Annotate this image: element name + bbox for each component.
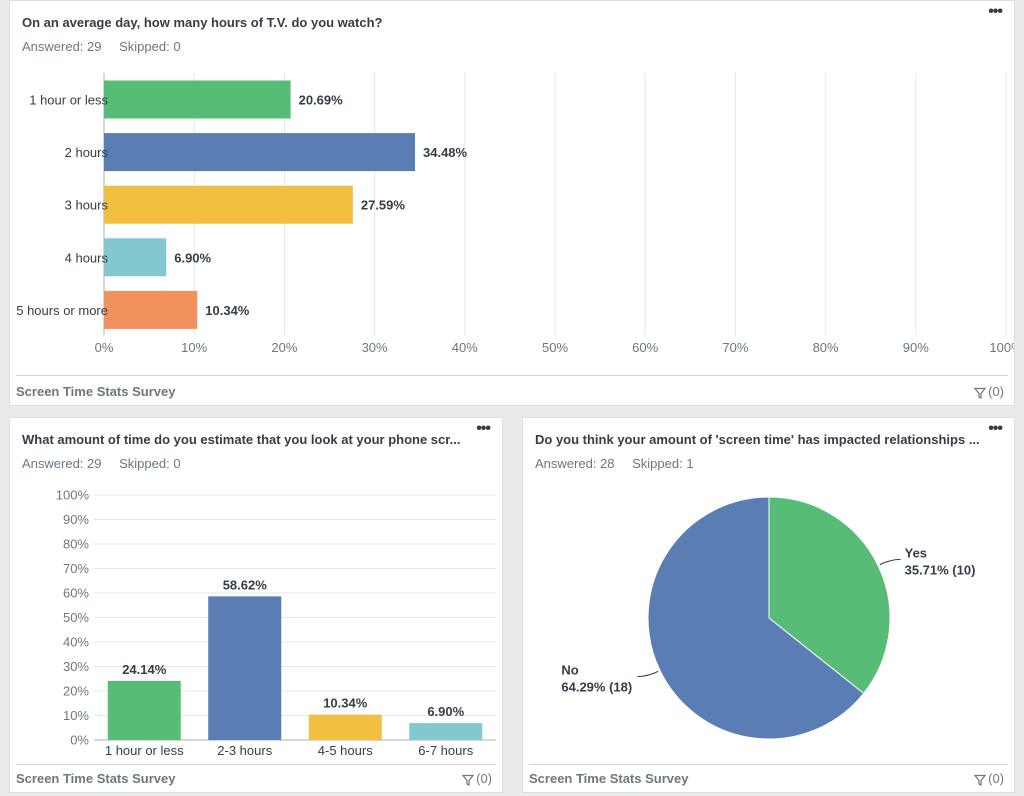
bar: [104, 133, 416, 172]
tv-hours-chart: 0% 10% 20% 30% 40% 50% 60% 70% 80% 90% 100% 20.69% 1…: [16, 73, 1014, 355]
survey-name: Screen Time Stats Survey: [16, 771, 176, 786]
answered-count: Answered: 28: [535, 456, 615, 471]
filter-icon: [973, 387, 987, 399]
filter-button[interactable]: (0): [461, 771, 492, 786]
category-label: 4-5 hours: [318, 743, 373, 758]
slice-name-label: No: [561, 663, 578, 678]
x-tick-label: 0%: [95, 340, 114, 355]
data-label: 6.90%: [174, 250, 211, 265]
y-tick-label: 90%: [63, 512, 89, 527]
more-options-button[interactable]: •••: [476, 420, 491, 437]
skipped-count: Skipped: 0: [119, 39, 181, 54]
category-label: 6-7 hours: [418, 743, 473, 758]
x-tick-label: 90%: [903, 340, 929, 355]
x-tick-label: 60%: [632, 340, 658, 355]
filter-button[interactable]: (0): [973, 384, 1004, 399]
phone-question-title: What amount of time do you estimate that…: [22, 432, 461, 447]
footer-divider: [529, 764, 1008, 765]
x-tick-label: 10%: [181, 340, 207, 355]
y-tick-label: 60%: [63, 586, 89, 601]
filter-icon: [973, 774, 987, 786]
y-tick-label: 0%: [70, 733, 89, 748]
survey-name: Screen Time Stats Survey: [16, 384, 176, 399]
x-tick-label: 70%: [722, 340, 748, 355]
bar: [409, 723, 483, 740]
more-options-button[interactable]: •••: [988, 420, 1003, 437]
filter-count: (0): [476, 771, 492, 786]
data-label: 6.90%: [427, 704, 464, 719]
leader-line: [637, 670, 659, 678]
y-tick-label: 50%: [63, 610, 89, 625]
slice-name-label: Yes: [905, 545, 927, 560]
category-label: 4 hours: [65, 250, 109, 265]
data-label: 34.48%: [423, 145, 468, 160]
data-label: 27.59%: [361, 198, 406, 213]
data-label: 58.62%: [223, 577, 268, 592]
survey-name: Screen Time Stats Survey: [529, 771, 689, 786]
pie-slice: [768, 496, 891, 695]
footer-divider: [16, 764, 496, 765]
slice-value-label: 35.71% (10): [905, 562, 976, 577]
tv-question-title: On an average day, how many hours of T.V…: [22, 15, 383, 30]
x-tick-label: 30%: [362, 340, 388, 355]
x-tick-label: 100%: [989, 340, 1014, 355]
skipped-count: Skipped: 0: [119, 456, 181, 471]
data-label: 10.34%: [323, 696, 368, 711]
bar: [308, 714, 382, 740]
phone-time-card: What amount of time do you estimate that…: [9, 417, 503, 793]
x-tick-label: 50%: [542, 340, 568, 355]
bar: [104, 80, 291, 119]
bar: [107, 680, 181, 740]
category-label: 1 hour or less: [105, 743, 184, 758]
data-label: 20.69%: [299, 93, 344, 108]
bar: [208, 596, 282, 740]
bar: [104, 185, 353, 224]
bar: [104, 238, 167, 277]
x-tick-label: 40%: [452, 340, 478, 355]
category-label: 2 hours: [65, 145, 109, 160]
answered-count: Answered: 29: [22, 39, 102, 54]
relationships-question-title: Do you think your amount of 'screen time…: [535, 432, 980, 447]
y-tick-label: 40%: [63, 635, 89, 650]
skipped-count: Skipped: 1: [632, 456, 694, 471]
bar: [104, 290, 198, 329]
y-tick-label: 10%: [63, 708, 89, 723]
more-options-button[interactable]: •••: [988, 3, 1003, 20]
data-label: 24.14%: [122, 662, 167, 677]
y-tick-label: 100%: [56, 488, 90, 503]
y-tick-label: 80%: [63, 537, 89, 552]
x-tick-label: 80%: [813, 340, 839, 355]
phone-response-stats: Answered: 29 Skipped: 0: [22, 456, 181, 471]
category-label: 3 hours: [65, 198, 109, 213]
phone-time-chart: 0% 10% 20% 30% 40% 50% 60% 70% 80% 90% 100% 24.14% 1…: [56, 488, 496, 758]
tv-response-stats: Answered: 29 Skipped: 0: [22, 39, 181, 54]
slice-value-label: 64.29% (18): [561, 680, 632, 695]
filter-count: (0): [988, 771, 1004, 786]
answered-count: Answered: 29: [22, 456, 102, 471]
relationships-pie-chart: Yes 35.71% (10) No 64.29% (18): [561, 496, 976, 740]
x-tick-label: 20%: [271, 340, 297, 355]
relationships-response-stats: Answered: 28 Skipped: 1: [535, 456, 694, 471]
category-label: 1 hour or less: [29, 93, 108, 108]
leader-line: [879, 558, 901, 566]
category-label: 2-3 hours: [217, 743, 272, 758]
y-tick-label: 20%: [63, 684, 89, 699]
footer-divider: [16, 375, 1008, 376]
pie-slice: [647, 496, 865, 740]
tv-hours-card: On an average day, how many hours of T.V…: [9, 0, 1015, 406]
filter-count: (0): [988, 384, 1004, 399]
relationships-card: Do you think your amount of 'screen time…: [522, 417, 1015, 793]
filter-button[interactable]: (0): [973, 771, 1004, 786]
filter-icon: [461, 774, 475, 786]
y-tick-label: 70%: [63, 561, 89, 576]
y-tick-label: 30%: [63, 659, 89, 674]
data-label: 10.34%: [205, 303, 250, 318]
category-label: 5 hours or more: [16, 303, 108, 318]
